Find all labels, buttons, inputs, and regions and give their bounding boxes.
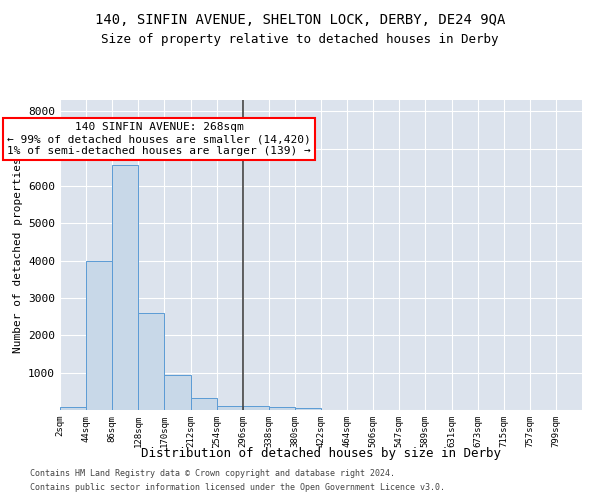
Bar xyxy=(86,260,112,410)
Bar xyxy=(112,166,139,410)
Bar xyxy=(243,406,269,410)
Bar xyxy=(269,406,295,410)
Bar xyxy=(217,406,243,410)
Text: Contains HM Land Registry data © Crown copyright and database right 2024.: Contains HM Land Registry data © Crown c… xyxy=(30,468,395,477)
Bar xyxy=(164,374,191,410)
Text: Size of property relative to detached houses in Derby: Size of property relative to detached ho… xyxy=(101,32,499,46)
Bar xyxy=(60,407,86,410)
Bar xyxy=(295,408,321,410)
Text: Distribution of detached houses by size in Derby: Distribution of detached houses by size … xyxy=(141,448,501,460)
Bar xyxy=(139,313,164,410)
Bar xyxy=(191,398,217,410)
Text: Contains public sector information licensed under the Open Government Licence v3: Contains public sector information licen… xyxy=(30,484,445,492)
Text: 140 SINFIN AVENUE: 268sqm
← 99% of detached houses are smaller (14,420)
1% of se: 140 SINFIN AVENUE: 268sqm ← 99% of detac… xyxy=(7,122,311,156)
Y-axis label: Number of detached properties: Number of detached properties xyxy=(13,157,23,353)
Text: 140, SINFIN AVENUE, SHELTON LOCK, DERBY, DE24 9QA: 140, SINFIN AVENUE, SHELTON LOCK, DERBY,… xyxy=(95,12,505,26)
